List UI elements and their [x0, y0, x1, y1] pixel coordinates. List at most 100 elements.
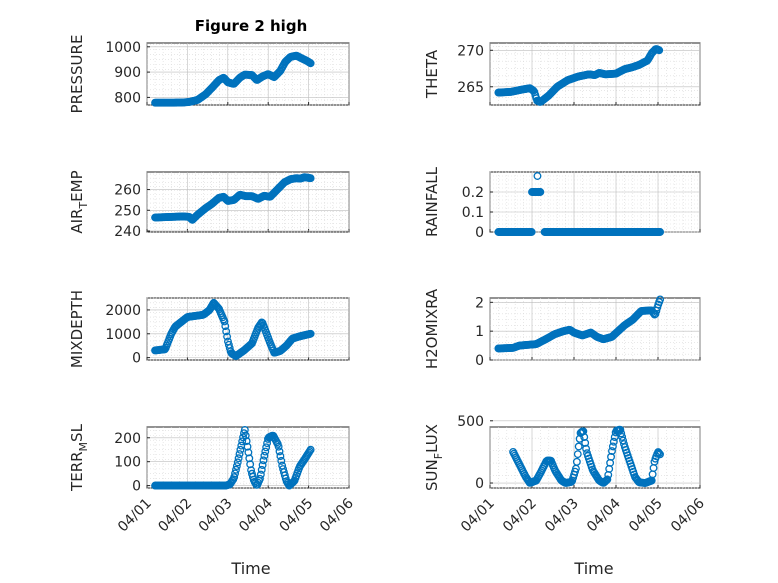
data-point: [572, 457, 581, 466]
data-point: [603, 475, 612, 484]
data-point: [236, 445, 245, 454]
y-tick-label: 1000: [105, 327, 141, 343]
data-point: [232, 465, 240, 474]
y-axis-label: AIRTEMP: [68, 170, 90, 233]
y-tick-label: 900: [114, 65, 141, 81]
y-axis-label: MIXDEPTH: [68, 290, 86, 368]
data-point: [241, 431, 250, 440]
y-tick-label: 800: [114, 90, 141, 106]
data-point: [607, 452, 615, 461]
data-point: [257, 465, 266, 474]
data-point: [567, 477, 576, 486]
data-point: [533, 172, 542, 180]
x-tick-label: 04/01: [115, 496, 155, 536]
x-tick-label: 04/04: [236, 495, 276, 535]
data-point: [256, 470, 265, 479]
series-rainfall: [494, 172, 665, 236]
y-tick-label: 2: [475, 295, 484, 311]
y-axis-label-main: SUN: [423, 459, 441, 491]
data-point: [580, 433, 589, 442]
data-point: [262, 443, 271, 452]
axes-pressure: 800 900 1000 PRESSURE: [68, 35, 350, 114]
x-tick-label: 04/01: [458, 496, 498, 536]
data-point: [220, 317, 229, 326]
series-h2omixra: [494, 295, 665, 353]
data-point: [238, 437, 247, 446]
data-point: [260, 451, 269, 460]
y-tick-label: 1: [475, 324, 484, 340]
data-point: [655, 449, 664, 458]
data-point: [656, 450, 664, 459]
data-point: [261, 447, 270, 456]
data-point: [240, 425, 249, 434]
y-axis-label-tail: LUX: [423, 424, 441, 453]
y-tick-label: 500: [457, 414, 484, 430]
data-point: [221, 322, 230, 331]
y-axis-label: THETA: [423, 49, 441, 99]
data-point: [608, 442, 617, 451]
y-tick-label: 0: [475, 353, 484, 369]
data-point: [231, 469, 240, 478]
y-axis-label-main: RAINFALL: [423, 166, 441, 237]
data-point: [222, 327, 231, 336]
y-tick-label: 200: [114, 431, 141, 447]
y-axis-label-main: AIR: [68, 209, 86, 234]
series-sunflux: [509, 425, 664, 487]
data-point: [579, 427, 588, 436]
y-tick-label: 100: [114, 455, 141, 471]
data-point: [618, 432, 627, 441]
y-axis-label: PRESSURE: [68, 35, 86, 114]
data-point: [259, 456, 268, 465]
data-point: [230, 473, 239, 482]
data-point: [256, 474, 264, 483]
x-tick-label: 04/03: [542, 496, 582, 536]
axes-rainfall: 0 0.1 0.2 RAINFALL: [423, 166, 701, 241]
data-point: [275, 447, 284, 456]
y-axis-label-main: THETA: [423, 49, 441, 99]
axes-h2omixra: 0 1 2 H2OMIXRA: [423, 288, 701, 369]
data-point: [277, 456, 286, 465]
data-point: [223, 332, 232, 341]
data-point: [656, 228, 665, 236]
data-point: [536, 188, 545, 196]
y-axis-label: TERRMSL: [68, 423, 90, 492]
series-airtemp: [151, 173, 315, 224]
data-point: [243, 442, 252, 451]
data-point: [274, 442, 283, 451]
x-tick-label: 04/02: [500, 496, 540, 536]
data-point: [306, 445, 315, 454]
plot-area: [146, 171, 350, 233]
data-point: [527, 228, 536, 236]
data-point: [608, 447, 616, 456]
y-axis-label-main: PRESSURE: [68, 35, 86, 114]
data-point: [616, 425, 625, 434]
data-point: [581, 438, 590, 447]
x-tick-label: 04/06: [317, 495, 357, 535]
data-point: [617, 429, 626, 438]
y-axis-label-tail: EMP: [68, 170, 86, 201]
y-tick-label: 0.1: [462, 205, 484, 221]
data-point: [573, 450, 582, 459]
plot-area: [146, 426, 350, 489]
y-axis-label-subscript: F: [432, 453, 445, 459]
y-tick-label: 270: [457, 43, 484, 59]
y-tick-label: 1000: [105, 40, 141, 56]
y-axis-label-subscript: M: [77, 442, 90, 452]
figure-title: Figure 2 high: [195, 17, 308, 35]
y-axis-label-main: MIXDEPTH: [68, 290, 86, 368]
x-tick-label: 04/05: [277, 496, 317, 536]
y-axis-label-main: TERR: [68, 451, 86, 492]
data-point: [609, 437, 618, 446]
y-axis-label-main: H2OMIXRA: [423, 288, 441, 369]
data-point: [656, 295, 665, 304]
y-axis-label: H2OMIXRA: [423, 288, 441, 369]
series-pressure: [151, 51, 315, 107]
data-point: [258, 461, 267, 470]
axes-airtemp: 240 250 260 AIRTEMP: [68, 170, 350, 240]
series-mixdepth: [151, 298, 315, 361]
x-tick-label: 04/04: [584, 495, 624, 535]
y-axis-label-subscript: T: [77, 202, 90, 210]
axes-mixdepth: 0 1000 2000 MIXDEPTH: [68, 290, 350, 368]
axes-theta: 265 270 THETA: [423, 42, 701, 106]
